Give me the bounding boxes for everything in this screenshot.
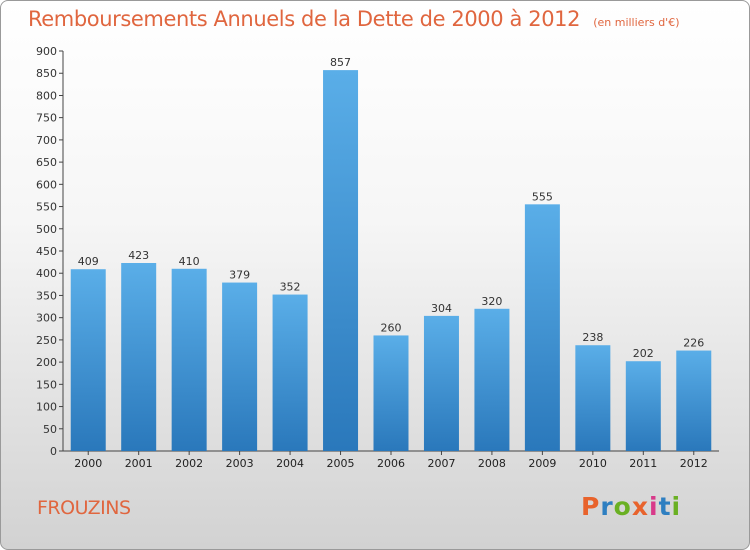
x-tick-label: 2000 <box>74 457 102 470</box>
data-label: 352 <box>280 281 301 294</box>
bar[interactable] <box>373 335 409 451</box>
bar[interactable] <box>222 282 258 451</box>
logo-letter: o <box>613 492 632 521</box>
bar[interactable] <box>323 70 359 451</box>
commune-name: FROUZINS <box>37 497 131 519</box>
data-label: 238 <box>582 331 603 344</box>
bar[interactable] <box>524 204 560 451</box>
x-tick-label: 2003 <box>226 457 254 470</box>
x-tick-label: 2004 <box>276 457 304 470</box>
x-tick-label: 2009 <box>528 457 556 470</box>
y-tick-label: 550 <box>36 201 57 214</box>
x-tick-label: 2012 <box>680 457 708 470</box>
y-tick-label: 50 <box>43 423 57 436</box>
y-tick-label: 100 <box>36 401 57 414</box>
chart-title: Remboursements Annuels de la Dette de 20… <box>28 7 581 31</box>
chart-unit: (en milliers d'€) <box>593 16 680 29</box>
y-tick-label: 650 <box>36 156 57 169</box>
y-tick-label: 150 <box>36 378 57 391</box>
logo-letter: i <box>649 492 659 521</box>
x-tick-label: 2008 <box>478 457 506 470</box>
y-tick-label: 200 <box>36 356 57 369</box>
bar[interactable] <box>625 361 661 451</box>
bar[interactable] <box>121 263 157 451</box>
logo-letter: r <box>600 492 614 521</box>
y-tick-label: 700 <box>36 134 57 147</box>
y-tick-label: 450 <box>36 245 57 258</box>
data-label: 410 <box>179 255 200 268</box>
bar[interactable] <box>171 268 207 451</box>
data-label: 260 <box>381 321 402 334</box>
y-tick-label: 250 <box>36 334 57 347</box>
data-label: 226 <box>683 337 704 350</box>
logo-letter: i <box>671 492 682 521</box>
bar[interactable] <box>70 269 106 451</box>
y-tick-label: 900 <box>36 45 57 58</box>
data-label: 304 <box>431 302 452 315</box>
x-tick-label: 2005 <box>327 457 355 470</box>
y-tick-label: 850 <box>36 67 57 80</box>
x-tick-label: 2006 <box>377 457 405 470</box>
data-label: 202 <box>633 347 654 360</box>
x-tick-label: 2010 <box>579 457 607 470</box>
logo-letter: P <box>581 492 601 521</box>
bar[interactable] <box>474 308 510 451</box>
bar[interactable] <box>272 294 308 451</box>
y-tick-label: 0 <box>50 445 57 458</box>
y-tick-label: 800 <box>36 89 57 102</box>
logo-letter: x <box>631 492 649 521</box>
bar[interactable] <box>575 345 611 451</box>
x-tick-label: 2007 <box>427 457 455 470</box>
logo-letter: t <box>658 492 672 521</box>
data-label: 423 <box>128 249 149 262</box>
data-label: 409 <box>78 255 99 268</box>
title-row: Remboursements Annuels de la Dette de 20… <box>28 7 679 31</box>
x-tick-label: 2011 <box>629 457 657 470</box>
y-tick-label: 350 <box>36 289 57 302</box>
x-tick-label: 2001 <box>125 457 153 470</box>
y-tick-label: 600 <box>36 178 57 191</box>
bar[interactable] <box>676 350 712 451</box>
data-label: 555 <box>532 190 553 203</box>
data-label: 379 <box>229 269 250 282</box>
y-tick-label: 500 <box>36 223 57 236</box>
data-label: 857 <box>330 56 351 69</box>
x-tick-label: 2002 <box>175 457 203 470</box>
y-tick-label: 400 <box>36 267 57 280</box>
y-tick-label: 750 <box>36 112 57 125</box>
y-tick-label: 300 <box>36 312 57 325</box>
proxiti-logo[interactable]: Proxiti <box>581 492 681 521</box>
bar[interactable] <box>423 315 459 451</box>
data-label: 320 <box>481 295 502 308</box>
